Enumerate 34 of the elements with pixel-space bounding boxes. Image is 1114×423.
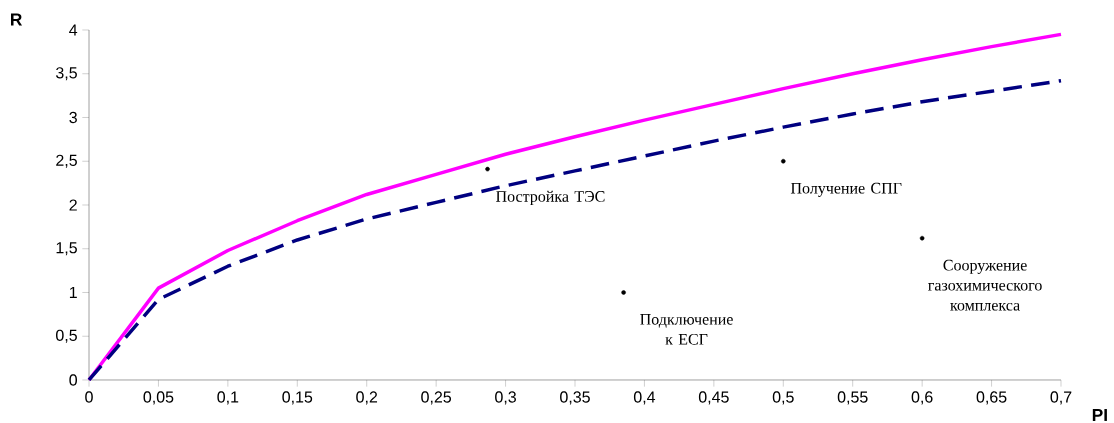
point [919, 235, 925, 241]
point [781, 158, 786, 164]
annotation: Получение СПГ [790, 182, 902, 197]
x-tick-label: 0,25 [421, 391, 452, 405]
annotation: Подключение к ЕСГ [640, 314, 733, 345]
y-tick-label: 2 [69, 199, 77, 211]
x-tick-label: 0,45 [698, 391, 729, 405]
y-tick-label: 3 [69, 111, 77, 124]
x-tick-label: 0,35 [560, 391, 590, 405]
y-axis-title: R [11, 13, 23, 26]
x-tick-label: 0,4 [633, 391, 656, 405]
x-tick-label: 0,7 [1050, 391, 1072, 405]
x-tick-label: 0,6 [911, 391, 933, 405]
x-tick-label: 0,55 [837, 391, 868, 405]
x-tick-label: 0,3 [495, 391, 516, 405]
x-axis-title: PI [1092, 409, 1107, 421]
y-tick-label: 1,5 [56, 242, 77, 256]
y-tick-label: 1 [69, 286, 77, 298]
y-tick-label: 3,5 [55, 67, 77, 81]
y-tick-label: 4 [69, 24, 78, 36]
x-tick-label: 0,05 [143, 391, 174, 405]
annotation: Сооружение газохимического комплекса [928, 259, 1042, 311]
annotation: Постройка ТЭС [496, 190, 605, 206]
point [621, 290, 626, 295]
y-tick-label: 0,5 [56, 329, 77, 343]
y-tick-label: 0 [69, 374, 78, 386]
point [485, 166, 490, 172]
x-tick-label: 0,2 [356, 391, 378, 405]
x-tick-label: 0,65 [976, 391, 1007, 405]
x-tick-label: 0 [85, 391, 93, 403]
x-tick-label: 0,5 [772, 391, 794, 405]
x-tick-label: 0,15 [282, 391, 313, 405]
y-tick-label: 2,5 [56, 154, 77, 168]
x-tick-label: 0,1 [217, 391, 239, 405]
